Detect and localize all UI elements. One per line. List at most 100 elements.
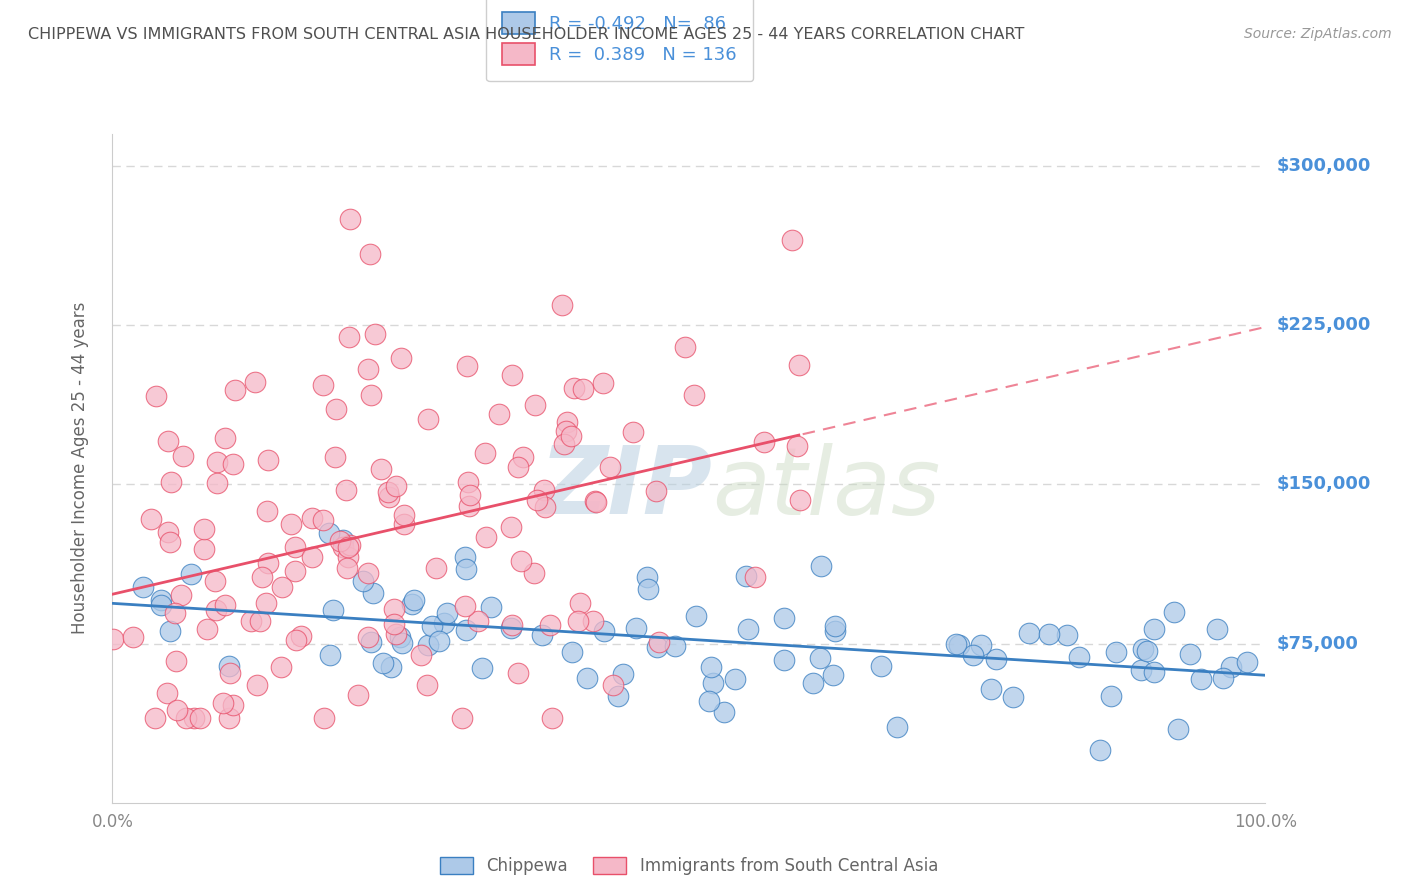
Point <box>256 504 278 518</box>
Point <box>212 696 235 710</box>
Text: $225,000: $225,000 <box>1277 316 1371 334</box>
Point <box>626 621 648 635</box>
Point <box>357 630 380 644</box>
Point <box>322 603 344 617</box>
Point <box>180 566 202 581</box>
Point <box>612 666 634 681</box>
Point <box>870 659 893 673</box>
Point <box>174 711 197 725</box>
Point <box>456 562 478 576</box>
Point <box>645 640 668 654</box>
Point <box>533 483 555 497</box>
Point <box>457 475 479 489</box>
Point <box>392 517 415 532</box>
Point <box>336 541 359 555</box>
Text: CHIPPEWA VS IMMIGRANTS FROM SOUTH CENTRAL ASIA HOUSEHOLDER INCOME AGES 25 - 44 Y: CHIPPEWA VS IMMIGRANTS FROM SOUTH CENTRA… <box>28 27 1025 42</box>
Point <box>360 387 382 401</box>
Point <box>256 453 278 467</box>
Point <box>810 559 832 574</box>
Point <box>523 398 546 412</box>
Point <box>450 711 472 725</box>
Point <box>149 593 172 607</box>
Point <box>170 588 193 602</box>
Point <box>101 632 124 646</box>
Point <box>388 630 411 644</box>
Point <box>522 566 544 580</box>
Point <box>337 330 360 344</box>
Point <box>554 424 576 438</box>
Point <box>193 541 215 556</box>
Point <box>1206 622 1229 636</box>
Point <box>683 387 706 401</box>
Point <box>499 621 522 635</box>
Point <box>569 596 592 610</box>
Point <box>454 599 477 613</box>
Point <box>165 654 187 668</box>
Point <box>159 624 181 638</box>
Point <box>218 659 240 673</box>
Point <box>224 383 246 397</box>
Point <box>962 648 984 662</box>
Point <box>380 660 402 674</box>
Point <box>1180 647 1202 661</box>
Point <box>808 651 831 665</box>
Point <box>512 450 534 464</box>
Point <box>457 500 479 514</box>
Point <box>772 653 794 667</box>
Point <box>636 570 658 584</box>
Point <box>754 434 776 449</box>
Point <box>606 689 628 703</box>
Point <box>361 585 384 599</box>
Point <box>218 711 240 725</box>
Point <box>377 485 399 500</box>
Point <box>433 615 456 630</box>
Point <box>352 574 374 588</box>
Point <box>948 638 970 652</box>
Point <box>214 431 236 445</box>
Point <box>270 659 292 673</box>
Point <box>360 635 382 649</box>
Point <box>156 685 179 699</box>
Point <box>474 531 496 545</box>
Point <box>533 500 555 514</box>
Point <box>384 479 406 493</box>
Point <box>1236 655 1258 669</box>
Point <box>312 711 335 725</box>
Point <box>1143 665 1166 679</box>
Point <box>160 475 183 490</box>
Point <box>378 490 401 504</box>
Point <box>166 703 188 717</box>
Point <box>592 376 614 391</box>
Point <box>700 660 723 674</box>
Point <box>402 593 425 607</box>
Point <box>581 614 603 628</box>
Point <box>1132 642 1154 657</box>
Point <box>339 538 361 552</box>
Point <box>506 665 529 680</box>
Point <box>737 622 759 636</box>
Point <box>195 622 218 636</box>
Point <box>787 358 810 372</box>
Point <box>645 484 668 499</box>
Point <box>339 211 361 226</box>
Point <box>357 566 380 580</box>
Point <box>416 638 439 652</box>
Point <box>284 564 307 578</box>
Point <box>271 580 294 594</box>
Point <box>530 627 553 641</box>
Point <box>456 359 478 373</box>
Point <box>803 675 825 690</box>
Point <box>382 602 405 616</box>
Point <box>332 533 354 547</box>
Point <box>599 459 621 474</box>
Point <box>780 234 803 248</box>
Point <box>744 570 766 584</box>
Point <box>371 656 394 670</box>
Point <box>467 614 489 628</box>
Point <box>673 340 696 354</box>
Point <box>458 488 481 502</box>
Point <box>1136 644 1159 658</box>
Point <box>280 517 302 532</box>
Point <box>508 459 530 474</box>
Point <box>1163 605 1185 619</box>
